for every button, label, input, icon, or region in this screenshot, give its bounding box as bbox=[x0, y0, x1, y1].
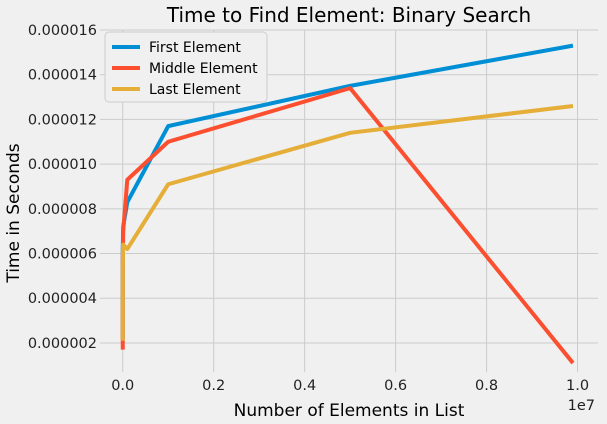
x-tick-label: 0.4 bbox=[293, 378, 316, 394]
y-tick-label: 0.000008 bbox=[28, 202, 97, 218]
y-tick-label: 0.000012 bbox=[28, 112, 97, 128]
tick-labels: 0.0 0.2 0.4 0.6 0.8 1.0 0.000002 0.000004 0.0000… bbox=[28, 23, 589, 394]
legend-label-last-element: Last Element bbox=[149, 82, 241, 98]
x-tick-label: 1.0 bbox=[566, 378, 589, 394]
y-tick-label: 0.000002 bbox=[28, 336, 97, 352]
y-axis-label: Time in Seconds bbox=[4, 143, 24, 283]
x-axis-offset-label: 1e7 bbox=[568, 398, 595, 414]
chart-title: Time to Find Element: Binary Search bbox=[166, 3, 531, 27]
legend: First Element Middle Element Last Element bbox=[104, 31, 268, 103]
legend-label-middle-element: Middle Element bbox=[149, 61, 258, 77]
y-tick-label: 0.000004 bbox=[28, 291, 97, 307]
legend-box bbox=[104, 31, 268, 103]
x-tick-label: 0.8 bbox=[475, 378, 498, 394]
y-tick-label: 0.000010 bbox=[28, 157, 97, 173]
gridlines bbox=[100, 29, 598, 372]
y-tick-label: 0.000014 bbox=[28, 68, 97, 84]
legend-label-first-element: First Element bbox=[149, 40, 241, 56]
series-lines bbox=[120, 43, 575, 365]
x-axis-label: Number of Elements in List bbox=[234, 401, 465, 421]
series-line-last-element bbox=[120, 104, 574, 341]
series-line-middle-element bbox=[120, 86, 575, 365]
y-tick-label: 0.000016 bbox=[28, 23, 97, 39]
y-tick-label: 0.000006 bbox=[28, 247, 97, 263]
x-tick-label: 0.2 bbox=[202, 378, 225, 394]
x-tick-label: 0.0 bbox=[111, 378, 134, 394]
x-tick-label: 0.6 bbox=[384, 378, 407, 394]
